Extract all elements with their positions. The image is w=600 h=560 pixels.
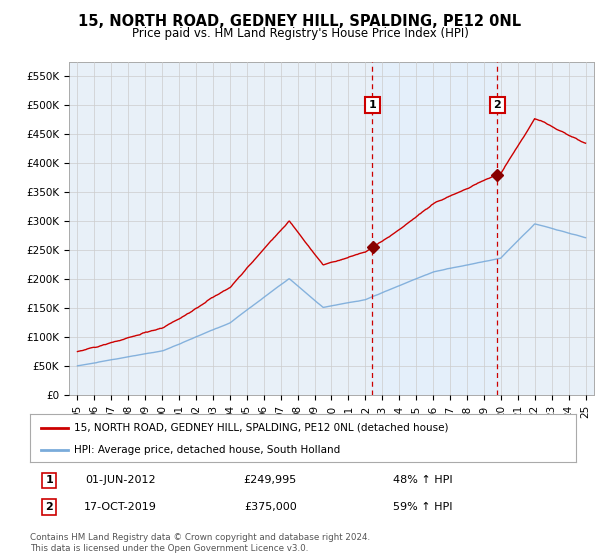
Text: Price paid vs. HM Land Registry's House Price Index (HPI): Price paid vs. HM Land Registry's House … [131, 27, 469, 40]
Text: 17-OCT-2019: 17-OCT-2019 [83, 502, 157, 512]
Text: 1: 1 [45, 475, 53, 486]
Text: HPI: Average price, detached house, South Holland: HPI: Average price, detached house, Sout… [74, 445, 340, 455]
Bar [373, 62, 497, 395]
Text: 59% ↑ HPI: 59% ↑ HPI [394, 502, 453, 512]
Text: 2: 2 [45, 502, 53, 512]
Text: £375,000: £375,000 [244, 502, 296, 512]
Text: Contains HM Land Registry data © Crown copyright and database right 2024.
This d: Contains HM Land Registry data © Crown c… [30, 533, 370, 553]
Text: 15, NORTH ROAD, GEDNEY HILL, SPALDING, PE12 0NL: 15, NORTH ROAD, GEDNEY HILL, SPALDING, P… [79, 14, 521, 29]
Text: 48% ↑ HPI: 48% ↑ HPI [394, 475, 453, 486]
Text: £249,995: £249,995 [244, 475, 297, 486]
Text: 2: 2 [493, 100, 501, 110]
Text: 01-JUN-2012: 01-JUN-2012 [85, 475, 155, 486]
Text: 15, NORTH ROAD, GEDNEY HILL, SPALDING, PE12 0NL (detached house): 15, NORTH ROAD, GEDNEY HILL, SPALDING, P… [74, 423, 448, 433]
Text: 1: 1 [368, 100, 376, 110]
